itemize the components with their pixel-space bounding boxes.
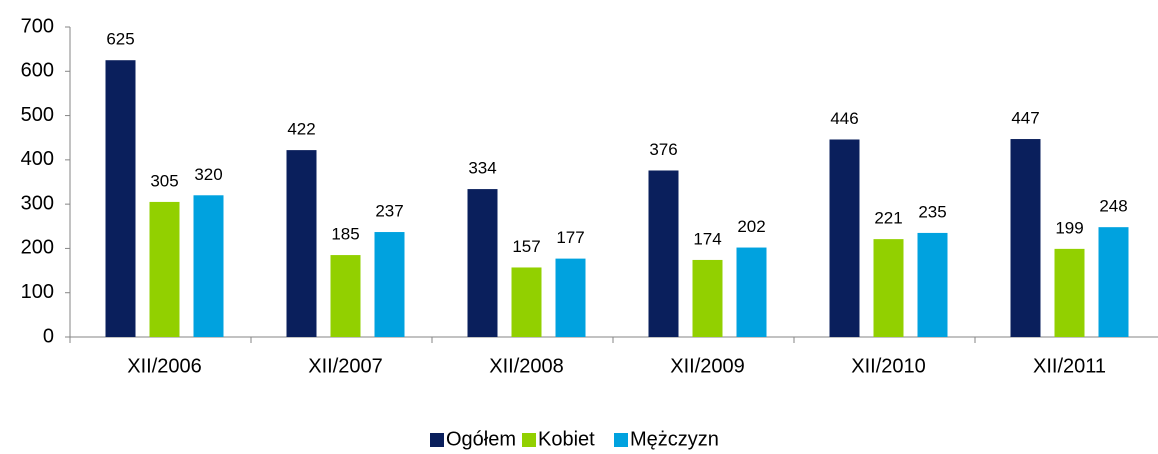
bar xyxy=(374,232,405,337)
y-tick-label: 0 xyxy=(43,325,54,347)
data-label: 446 xyxy=(830,109,858,128)
y-tick-label: 700 xyxy=(21,15,54,37)
bar xyxy=(511,267,542,337)
data-label: 199 xyxy=(1055,218,1083,237)
data-label: 334 xyxy=(468,159,496,178)
legend-label: Mężczyzn xyxy=(630,428,719,450)
y-tick-label: 100 xyxy=(21,281,54,303)
legend-label: Ogółem xyxy=(446,428,516,450)
legend-label: Kobiet xyxy=(538,428,595,450)
y-tick-label: 400 xyxy=(21,148,54,170)
data-label: 237 xyxy=(375,202,403,221)
data-label: 376 xyxy=(649,140,677,159)
bar xyxy=(1098,227,1129,337)
data-label: 221 xyxy=(874,209,902,228)
x-tick-label: XII/2007 xyxy=(308,355,383,377)
x-tick-label: XII/2008 xyxy=(489,355,564,377)
y-tick-label: 600 xyxy=(21,60,54,82)
y-tick-label: 200 xyxy=(21,237,54,259)
bar xyxy=(105,60,136,337)
legend-swatch xyxy=(614,433,628,447)
data-label: 422 xyxy=(287,120,315,139)
x-tick-label: XII/2009 xyxy=(670,355,745,377)
bar xyxy=(286,150,317,337)
data-label: 202 xyxy=(737,217,765,236)
bar xyxy=(1010,139,1041,337)
bar xyxy=(692,259,723,337)
bar xyxy=(193,195,224,337)
data-label: 157 xyxy=(512,237,540,256)
y-tick-label: 300 xyxy=(21,192,54,214)
legend-swatch xyxy=(522,433,536,447)
data-label: 625 xyxy=(106,30,134,49)
bar xyxy=(736,247,767,337)
bar xyxy=(1054,248,1085,337)
data-label: 177 xyxy=(556,228,584,247)
data-label: 235 xyxy=(918,202,946,221)
data-label: 320 xyxy=(194,165,222,184)
x-tick-label: XII/2010 xyxy=(851,355,926,377)
data-label: 174 xyxy=(693,229,721,248)
bar xyxy=(330,255,361,337)
bar xyxy=(149,201,180,337)
data-label: 185 xyxy=(331,225,359,244)
data-label: 305 xyxy=(150,171,178,190)
bar xyxy=(555,258,586,337)
legend-swatch xyxy=(430,433,444,447)
x-tick-label: XII/2011 xyxy=(1033,355,1106,377)
data-label: 447 xyxy=(1011,109,1039,128)
x-tick-label: XII/2006 xyxy=(127,355,202,377)
bar xyxy=(467,189,498,337)
bar xyxy=(873,239,904,337)
bar xyxy=(917,232,948,337)
y-tick-label: 500 xyxy=(21,104,54,126)
bar xyxy=(829,139,860,337)
data-label: 248 xyxy=(1099,197,1127,216)
bar xyxy=(648,170,679,337)
